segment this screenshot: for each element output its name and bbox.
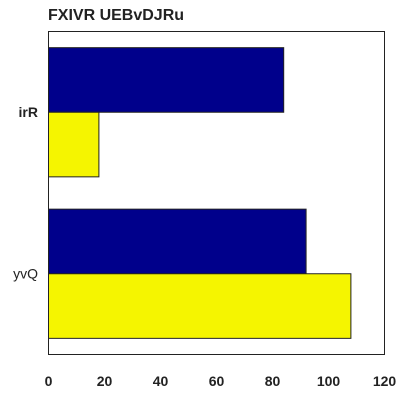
y-tick-label: yvQ [13,265,38,281]
bar-irR-series-1 [48,47,285,113]
bar-yvQ-series-1 [48,208,307,275]
x-tick-label: 80 [265,373,281,389]
x-tick-label: 20 [97,373,113,389]
x-tick-label: 60 [209,373,225,389]
x-tick-label: 120 [373,373,397,389]
y-tick-label: irR [19,104,38,120]
x-tick-label: 40 [153,373,169,389]
x-tick-label: 100 [317,373,341,389]
bars-layer [48,47,352,339]
x-tick-label: 0 [45,373,53,389]
ticks-layer: irR yvQ 0 20 40 60 80 100 120 [13,104,396,389]
bar-irR-series-2 [48,111,100,178]
plot-frame [48,31,385,355]
bar-yvQ-series-2 [48,273,352,339]
chart-title: FXIVR UEBvDJRu [48,7,185,24]
